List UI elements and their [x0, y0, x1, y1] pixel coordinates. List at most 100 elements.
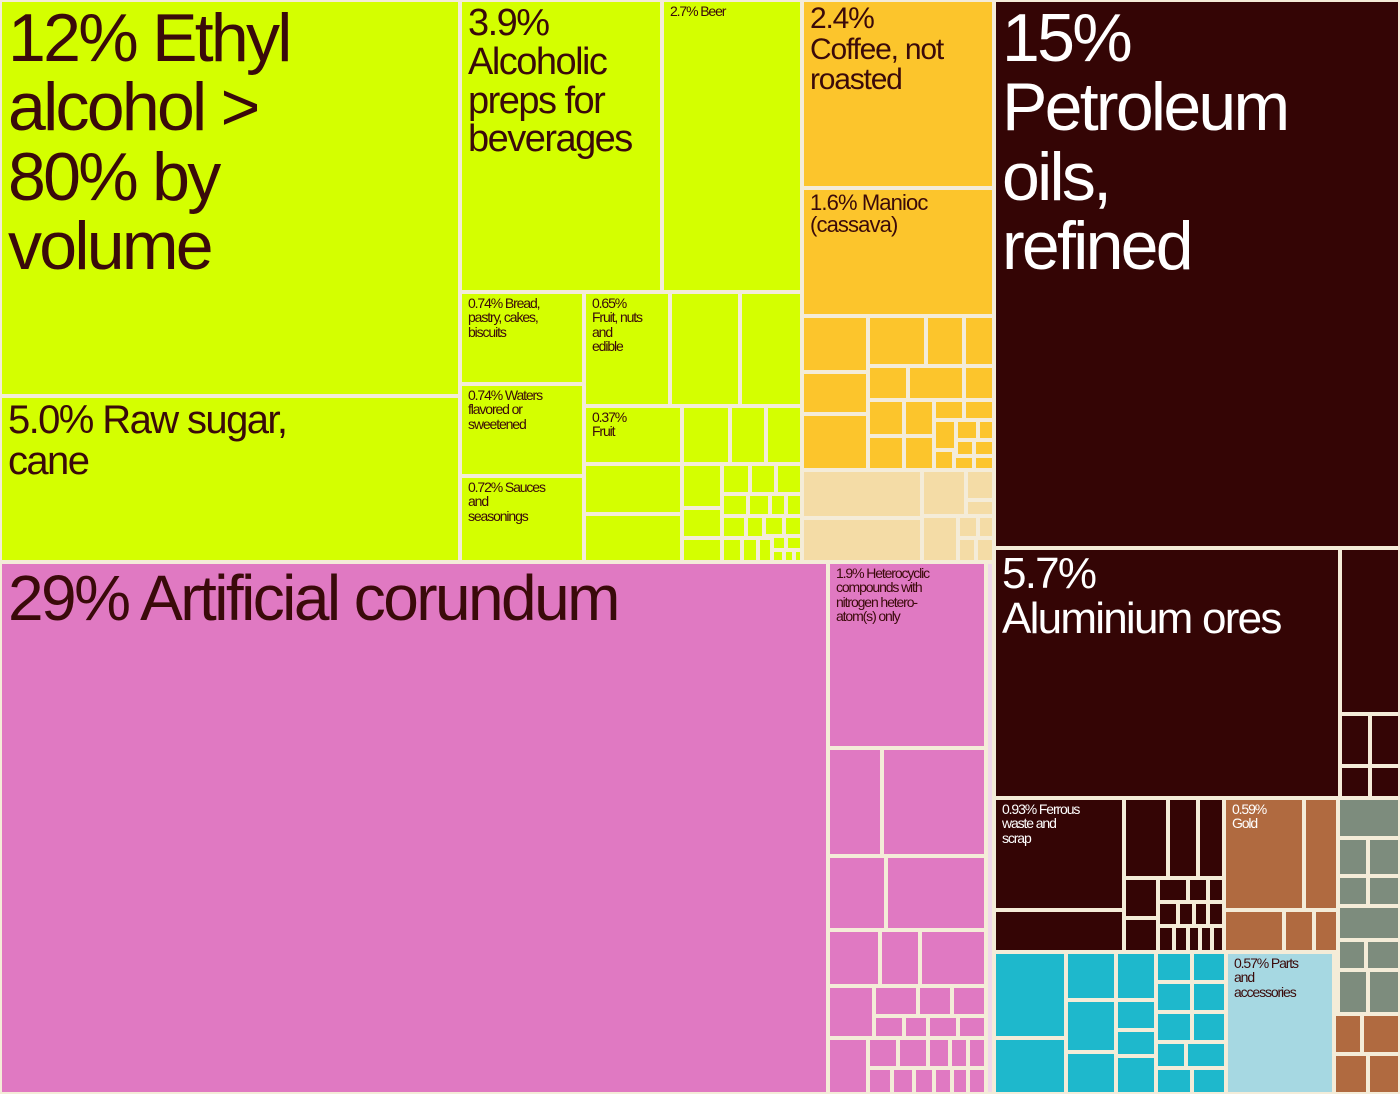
treemap-cell-misc-151 [1338, 970, 1368, 1014]
treemap-cell-#f4dca6-56 [966, 500, 994, 516]
treemap-label: 0.93% Ferrous waste and scrap [1002, 801, 1080, 846]
treemap-cell-machine-127 [1066, 1000, 1116, 1052]
treemap-cell-food-24 [772, 536, 786, 550]
treemap-cell-machine-124 [1116, 952, 1156, 1000]
treemap-label: 15% Petroleum oils, refined [1002, 0, 1290, 285]
treemap-cell-machine-128 [1116, 1000, 1156, 1030]
treemap-cell-machine-139 [1192, 1068, 1226, 1094]
treemap-cell-metal-118 [1362, 1014, 1400, 1054]
treemap-cell-food-9 [750, 464, 776, 494]
treemap-label: 5.7% Aluminium ores [1002, 549, 1282, 643]
treemap-cell-mineral-100 [1158, 878, 1188, 902]
treemap-cell-13: 29% Artificial corundum [0, 562, 828, 1094]
treemap-cell-mineral-95 [994, 910, 1124, 952]
treemap-cell-12: 5.7% Aluminium ores [994, 548, 1340, 798]
treemap-cell-chemical-71 [918, 986, 952, 1016]
treemap-cell-#f0d7ea-89 [986, 562, 994, 1094]
treemap-cell-food-21 [722, 538, 742, 562]
treemap-cell-misc-143 [1338, 798, 1400, 838]
treemap-cell-7: 0.65% Fruit, nuts and edible [584, 292, 670, 406]
treemap-cell-metal-119 [1334, 1054, 1368, 1094]
treemap-cell-metal-113 [1304, 798, 1338, 910]
treemap-cell-2: 3.9% Alcoholic preps for beverages [460, 0, 662, 292]
treemap-cell-misc-147 [1368, 876, 1400, 906]
treemap-cell-6: 0.72% Sauces and seasonings [460, 476, 584, 562]
treemap-cell-machine-138 [1156, 1068, 1192, 1094]
treemap-cell-food-10 [776, 464, 802, 494]
treemap-cell-vegetable-51 [974, 456, 994, 470]
treemap-cell-food-16 [682, 538, 722, 562]
treemap-label: 0.59% Gold [1232, 801, 1267, 832]
treemap-cell-10: 1.6% Manioc (cassava) [802, 188, 994, 316]
treemap-cell-mineral-91 [1340, 714, 1370, 766]
treemap-cell-machine-122 [994, 1038, 1066, 1094]
treemap-cell-#f4dca6-58 [958, 516, 978, 538]
treemap-cell-vegetable-44 [934, 420, 956, 450]
treemap-cell-food-19 [764, 516, 784, 536]
treemap-label: 29% Artificial corundum [8, 562, 620, 634]
treemap-cell-11: 15% Petroleum oils, refined [994, 0, 1400, 548]
treemap-cell-16: 0.59% Gold [1224, 798, 1304, 910]
treemap-cell-chemical-84 [892, 1068, 914, 1094]
treemap-cell-machine-133 [1192, 1012, 1226, 1042]
treemap-cell-machine-132 [1156, 1012, 1192, 1042]
treemap-cell-chemical-87 [952, 1068, 968, 1094]
treemap-cell-food-20 [784, 516, 802, 536]
treemap-cell-chemical-68 [920, 930, 986, 986]
treemap-cell-3: 2.7% Beer [662, 0, 802, 292]
treemap-cell-food-14 [786, 494, 802, 516]
treemap-cell-vegetable-39 [904, 400, 934, 436]
treemap-cell-vegetable-47 [956, 440, 974, 456]
treemap-cell-#f4dca6-53 [802, 518, 922, 562]
treemap-cell-vegetable-41 [964, 400, 994, 420]
treemap-cell-food-18 [746, 516, 764, 538]
treemap-cell-machine-125 [1156, 952, 1192, 982]
treemap-cell-vegetable-50 [954, 456, 974, 470]
treemap-cell-machine-130 [1192, 982, 1226, 1012]
treemap-cell-machine-131 [1116, 1030, 1156, 1056]
treemap-cell-machine-126 [1192, 952, 1226, 982]
treemap-cell-food-27 [784, 550, 794, 562]
treemap-cell-machine-137 [1186, 1042, 1226, 1068]
treemap-cell-mineral-110 [1188, 926, 1200, 952]
treemap-cell-mineral-107 [1208, 902, 1224, 926]
treemap-cell-food-4 [766, 406, 802, 464]
treemap-cell-mineral-92 [1370, 714, 1400, 766]
treemap-cell-food-8 [722, 464, 750, 494]
treemap-label: 3.9% Alcoholic preps for beverages [468, 2, 633, 161]
treemap-cell-chemical-75 [928, 1016, 958, 1038]
treemap-cell-misc-144 [1338, 838, 1368, 876]
treemap-cell-chemical-86 [934, 1068, 952, 1094]
treemap-label: 1.9% Heterocyclic compounds with nitroge… [836, 565, 930, 624]
treemap-cell-food-12 [748, 494, 770, 516]
treemap-cell-chemical-77 [828, 1038, 868, 1094]
treemap-cell-metal-115 [1284, 910, 1314, 952]
treemap-cell-machine-129 [1156, 982, 1192, 1012]
treemap-cell-chemical-80 [928, 1038, 950, 1068]
treemap-cell-0: 12% Ethyl alcohol > 80% by volume [0, 0, 460, 396]
treemap-cell-chemical-76 [958, 1016, 986, 1038]
treemap-cell-mineral-109 [1174, 926, 1188, 952]
treemap-cell-mineral-96 [1124, 798, 1168, 878]
treemap-cell-chemical-83 [868, 1068, 892, 1094]
treemap-cell-misc-148 [1338, 906, 1400, 940]
treemap-cell-food-25 [786, 536, 802, 550]
treemap-cell-chemical-79 [898, 1038, 928, 1068]
treemap-cell-vegetable-30 [868, 316, 926, 366]
treemap-cell-1: 5.0% Raw sugar, cane [0, 396, 460, 562]
treemap-cell-chemical-78 [868, 1038, 898, 1068]
treemap-cell-mineral-97 [1168, 798, 1198, 878]
treemap-cell-chemical-81 [950, 1038, 968, 1068]
treemap-cell-vegetable-36 [802, 372, 868, 414]
treemap-cell-food-0 [670, 292, 740, 406]
treemap-cell-#f4dca6-57 [922, 516, 958, 562]
treemap-cell-mineral-93 [1340, 766, 1370, 798]
treemap-cell-vegetable-29 [802, 316, 868, 372]
treemap-cell-machine-123 [1066, 952, 1116, 1000]
treemap-cell-vegetable-40 [934, 400, 964, 420]
treemap-cell-food-28 [794, 550, 802, 562]
treemap-cell-vegetable-48 [974, 440, 994, 456]
treemap-cell-#f4dca6-59 [978, 516, 994, 538]
treemap-cell-food-3 [730, 406, 766, 464]
treemap-cell-vegetable-45 [956, 420, 978, 440]
